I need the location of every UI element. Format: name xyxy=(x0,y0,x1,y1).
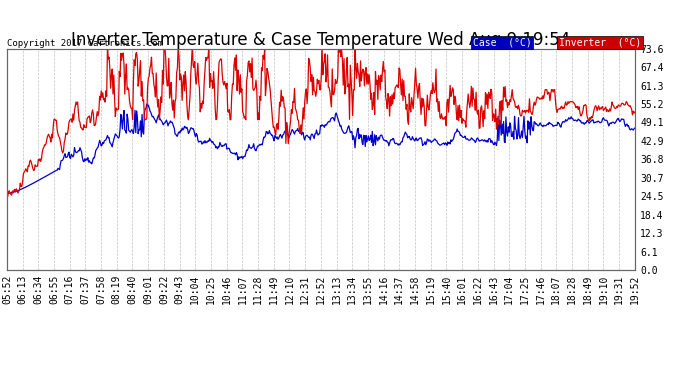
Text: Inverter  (°C): Inverter (°C) xyxy=(559,38,641,48)
Text: Copyright 2017 Cartronics.com: Copyright 2017 Cartronics.com xyxy=(7,39,163,48)
Title: Inverter Temperature & Case Temperature Wed Aug 9 19:54: Inverter Temperature & Case Temperature … xyxy=(71,31,571,49)
Text: Case  (°C): Case (°C) xyxy=(473,38,531,48)
